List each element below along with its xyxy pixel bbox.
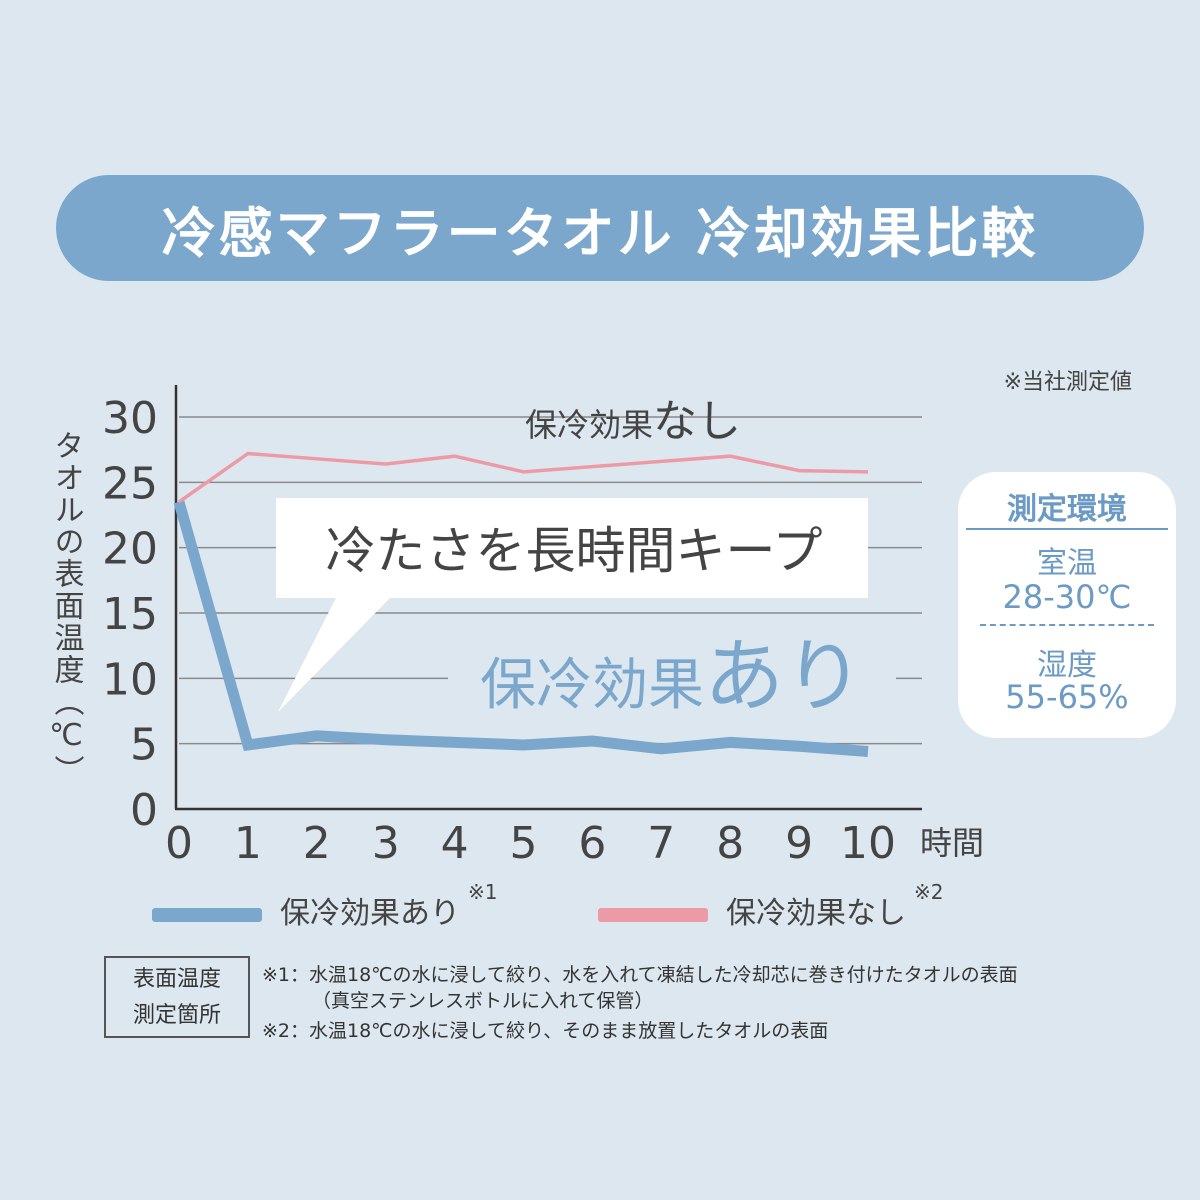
series-lines xyxy=(173,451,869,757)
x-tick-label: 6 xyxy=(578,818,606,869)
y-tick-label: 25 xyxy=(102,458,158,509)
x-tick-label: 9 xyxy=(785,818,813,869)
y-tick-label: 10 xyxy=(102,654,158,705)
callout-bubble xyxy=(276,498,868,712)
legend-label: 保冷効果あり xyxy=(280,896,460,931)
environment-title: 測定環境 xyxy=(1007,492,1127,527)
legend-footnote-mark: ※1 xyxy=(468,880,498,904)
box-line-2: 測定箇所 xyxy=(132,1003,221,1028)
room-temp-value: 28-30℃ xyxy=(1002,578,1132,616)
measurement-location-box: 表面温度 測定箇所 xyxy=(104,956,250,1038)
axes xyxy=(174,385,922,811)
label-without-effect: 保冷効果なし xyxy=(525,396,741,447)
humidity-value: 55-65% xyxy=(1005,678,1129,716)
x-tick-label: 2 xyxy=(303,818,331,869)
y-tick-label: 30 xyxy=(102,393,158,444)
x-tick-label: 10 xyxy=(840,818,896,869)
environment-divider xyxy=(966,528,1168,530)
label-with-effect: 保冷効果あり xyxy=(480,630,864,723)
environment-dash-divider xyxy=(980,624,1154,626)
environment-box: 測定環境 室温 28-30℃ 湿度 55-65% xyxy=(958,472,1176,738)
legend-label: 保冷効果なし xyxy=(726,896,906,931)
room-temp-label: 室温 xyxy=(1037,546,1097,581)
series-line-without-effect xyxy=(177,451,869,504)
legend-item-with-effect: 保冷効果あり ※1 xyxy=(152,880,497,932)
y-tick-label: 0 xyxy=(130,785,158,836)
legend-swatch-blue xyxy=(152,908,262,922)
footnote-1-line-2: （真空ステンレスボトルに入れて保管） xyxy=(312,990,654,1012)
x-tick-label: 1 xyxy=(234,818,262,869)
legend-swatch-pink xyxy=(598,908,708,922)
chart-title: 冷感マフラータオル 冷却効果比較 xyxy=(56,175,1144,281)
label-background xyxy=(448,632,896,724)
legend-item-without-effect: 保冷効果なし ※2 xyxy=(598,880,943,932)
y-tick-label: 15 xyxy=(102,589,158,640)
callout-text: 冷たさを長時間キープ xyxy=(326,522,823,580)
x-axis-label: 時間 xyxy=(920,824,984,862)
x-tick-label: 5 xyxy=(510,818,538,869)
y-axis-label: タオルの表面温度（℃） xyxy=(49,430,85,787)
humidity-label: 湿度 xyxy=(1037,648,1097,683)
legend-footnote-mark: ※2 xyxy=(914,880,944,904)
y-tick-label: 20 xyxy=(102,524,158,575)
footnote-2: ※2：水温18℃の水に浸して絞り、そのまま放置したタオルの表面 xyxy=(262,1020,829,1042)
y-axis-label-text: タオルの表面温度（℃） xyxy=(49,430,85,787)
x-tick-label: 8 xyxy=(716,818,744,869)
x-tick-label: 7 xyxy=(647,818,675,869)
x-tick-label: 3 xyxy=(372,818,400,869)
x-tick-label: 4 xyxy=(441,818,469,869)
footnote-1-line-1: ※1：水温18℃の水に浸して絞り、水を入れて凍結した冷却芯に巻き付けたタオルの表… xyxy=(262,964,1018,986)
x-tick-label: 0 xyxy=(165,818,193,869)
measurement-note: ※当社測定値 xyxy=(1003,370,1132,395)
y-tick-label: 5 xyxy=(130,720,158,771)
box-line-1: 表面温度 xyxy=(132,967,221,992)
